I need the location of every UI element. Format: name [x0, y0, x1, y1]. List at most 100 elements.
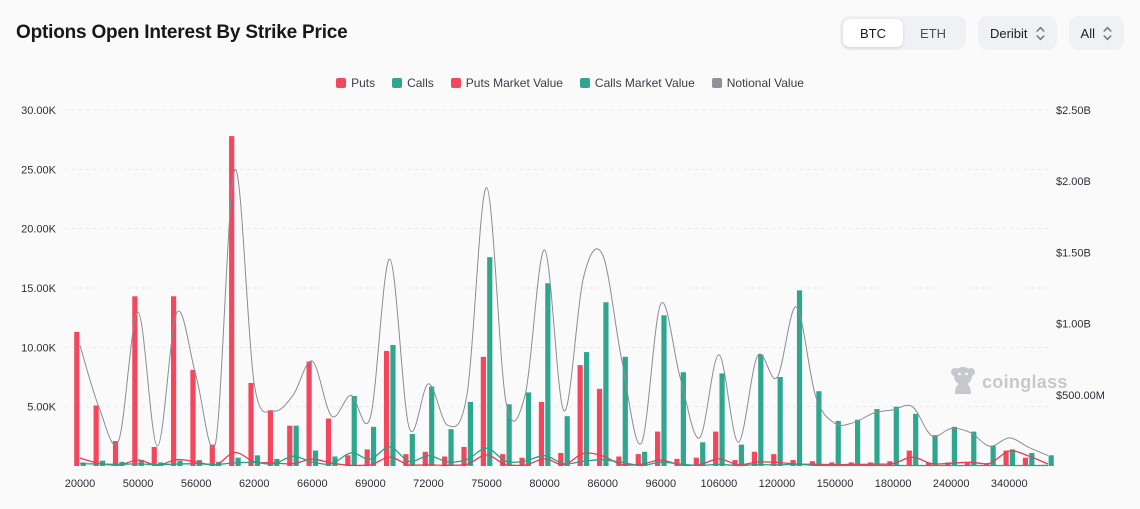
puts-bar[interactable]: [112, 441, 119, 466]
calls-bar[interactable]: [874, 409, 880, 466]
y-axis-tick-left: 25.00K: [21, 164, 57, 176]
puts-bar[interactable]: [596, 388, 603, 466]
calls-bar[interactable]: [332, 456, 338, 466]
coinglass-watermark-text: coinglass: [982, 372, 1068, 392]
puts-bar[interactable]: [790, 460, 796, 466]
puts-bar[interactable]: [577, 365, 583, 466]
puts-bar[interactable]: [964, 462, 970, 466]
puts-bar[interactable]: [635, 454, 641, 466]
calls-bar[interactable]: [448, 429, 454, 466]
calls-bar[interactable]: [971, 431, 977, 466]
puts-bar[interactable]: [229, 136, 235, 466]
asset-option-btc[interactable]: BTC: [842, 19, 903, 47]
puts-bar[interactable]: [984, 463, 990, 466]
calls-bar[interactable]: [254, 455, 261, 466]
y-axis-tick-left: 30.00K: [21, 105, 57, 117]
calls-bar[interactable]: [1009, 449, 1016, 466]
calls-bar[interactable]: [525, 392, 532, 466]
puts-bar[interactable]: [325, 418, 332, 466]
legend-label: Notional Value: [726, 76, 804, 90]
puts-bar[interactable]: [306, 361, 312, 466]
calls-bar[interactable]: [777, 377, 783, 466]
calls-bar[interactable]: [855, 419, 861, 466]
puts-bar[interactable]: [538, 401, 545, 466]
puts-bar[interactable]: [558, 452, 564, 466]
calls-bar[interactable]: [700, 442, 706, 466]
legend-item-notional-value[interactable]: Notional Value: [711, 76, 804, 90]
calls-bar[interactable]: [642, 451, 648, 466]
calls-bar[interactable]: [138, 460, 144, 466]
calls-bar[interactable]: [680, 372, 686, 466]
calls-bar[interactable]: [603, 302, 609, 466]
puts-bar[interactable]: [945, 462, 951, 466]
calls-bar[interactable]: [932, 435, 938, 466]
range-select[interactable]: All: [1068, 16, 1124, 50]
puts-bar[interactable]: [209, 444, 215, 466]
puts-bar[interactable]: [480, 356, 486, 466]
puts-bar[interactable]: [693, 457, 699, 466]
puts-bar[interactable]: [383, 350, 390, 466]
calls-bar[interactable]: [429, 386, 435, 466]
calls-bar[interactable]: [467, 401, 473, 466]
calls-bar[interactable]: [893, 406, 899, 466]
legend-item-puts[interactable]: Puts: [336, 76, 375, 90]
legend-label: Calls: [407, 76, 434, 90]
coinglass-logo-eye: [965, 372, 968, 376]
puts-bar[interactable]: [771, 454, 777, 466]
calls-bar[interactable]: [293, 425, 299, 466]
puts-bar[interactable]: [926, 462, 932, 466]
puts-bar[interactable]: [713, 431, 719, 466]
calls-bar[interactable]: [990, 445, 996, 466]
puts-bar[interactable]: [345, 455, 351, 466]
puts-bar[interactable]: [93, 405, 99, 466]
calls-bar[interactable]: [661, 315, 667, 466]
puts-bar[interactable]: [151, 447, 157, 466]
puts-bar[interactable]: [655, 431, 661, 466]
calls-bar[interactable]: [758, 354, 764, 466]
puts-bar[interactable]: [171, 296, 177, 466]
calls-bar[interactable]: [738, 444, 745, 466]
calls-bar[interactable]: [622, 356, 628, 466]
calls-bar[interactable]: [235, 457, 241, 466]
calls-bar[interactable]: [1048, 455, 1054, 466]
calls-bar[interactable]: [371, 426, 377, 466]
calls-bar[interactable]: [583, 352, 590, 466]
calls-bar[interactable]: [564, 416, 570, 466]
x-axis-tick: 62000: [239, 478, 270, 490]
x-axis-tick: 106000: [701, 478, 738, 490]
puts-bar[interactable]: [461, 447, 467, 466]
calls-bar[interactable]: [351, 395, 357, 466]
puts-bar[interactable]: [267, 410, 273, 466]
puts-bar[interactable]: [1022, 457, 1029, 466]
exchange-select[interactable]: Deribit: [977, 16, 1057, 50]
calls-bar[interactable]: [835, 420, 841, 466]
calls-bar[interactable]: [816, 391, 822, 466]
puts-bar[interactable]: [674, 458, 680, 466]
legend-item-puts-market-value[interactable]: Puts Market Value: [450, 76, 563, 90]
calls-bar[interactable]: [719, 373, 725, 466]
puts-bar[interactable]: [751, 451, 757, 466]
legend-item-calls-market-value[interactable]: Calls Market Value: [579, 76, 695, 90]
calls-bar[interactable]: [312, 450, 319, 466]
puts-bar[interactable]: [287, 425, 293, 466]
calls-bar[interactable]: [506, 404, 512, 466]
calls-bar[interactable]: [951, 426, 957, 466]
calls-bar[interactable]: [796, 290, 803, 466]
puts-bar[interactable]: [732, 460, 738, 466]
calls-bar[interactable]: [1029, 452, 1035, 466]
asset-option-eth[interactable]: ETH: [919, 25, 946, 41]
puts-bar[interactable]: [248, 382, 254, 466]
calls-bar[interactable]: [545, 283, 551, 466]
calls-bar[interactable]: [913, 413, 919, 466]
puts-bar[interactable]: [132, 296, 138, 466]
puts-bar[interactable]: [364, 449, 370, 466]
puts-bar[interactable]: [74, 331, 80, 466]
puts-bar[interactable]: [190, 369, 196, 466]
legend-item-calls[interactable]: Calls: [392, 76, 434, 90]
x-axis-tick: 96000: [646, 478, 677, 490]
calls-bar[interactable]: [487, 257, 493, 466]
puts-bar[interactable]: [1003, 450, 1009, 466]
calls-bar[interactable]: [390, 344, 396, 466]
puts-bar[interactable]: [422, 451, 428, 466]
calls-bar[interactable]: [409, 433, 415, 466]
